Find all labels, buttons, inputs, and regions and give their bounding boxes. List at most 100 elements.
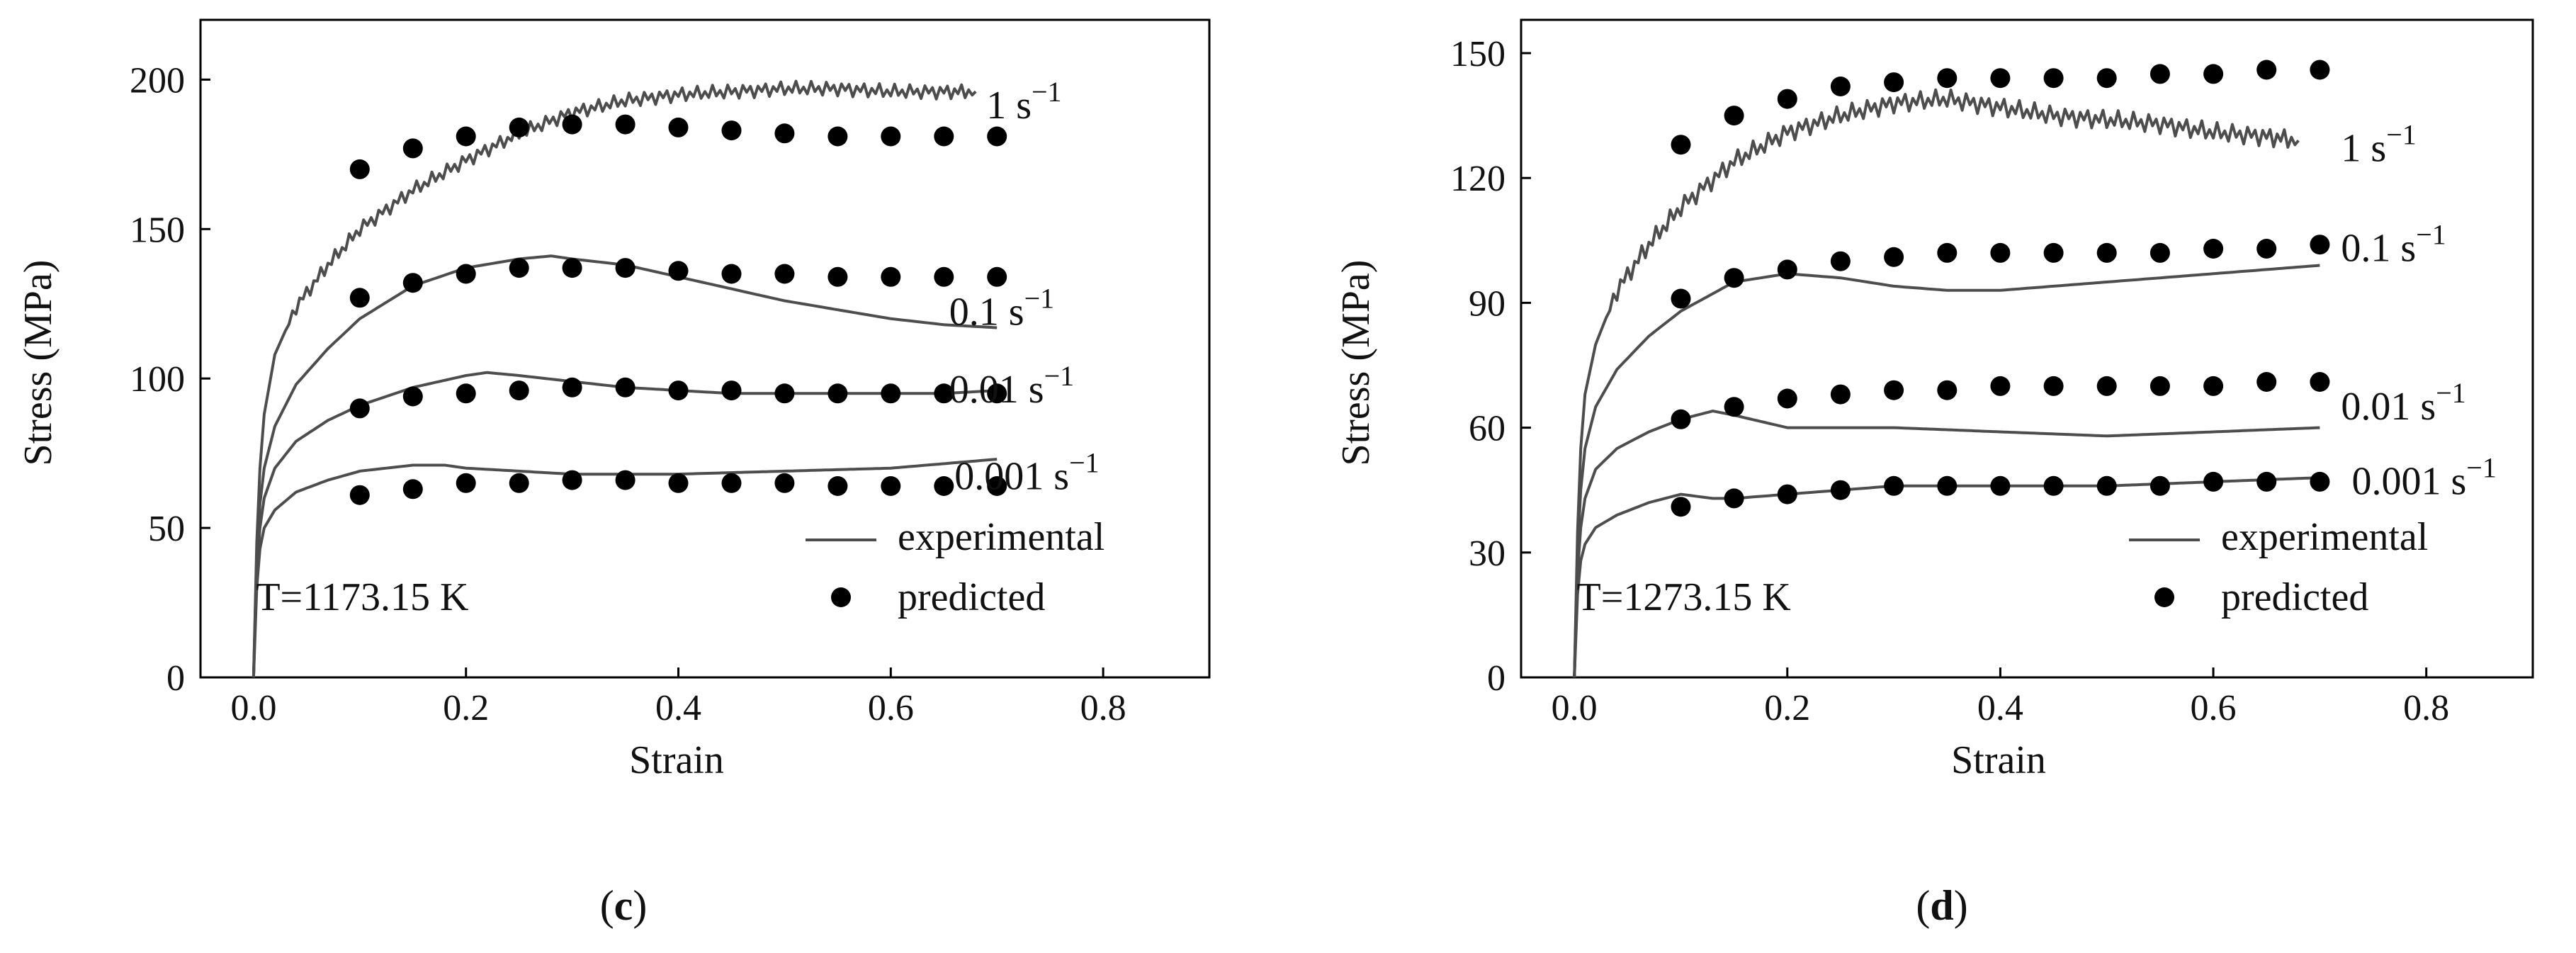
panel-c-experimental-curve-2 xyxy=(252,371,998,678)
panel-d-curve-label-3: 0.001 s−1 xyxy=(2352,452,2497,504)
panel-c-predicted-point xyxy=(668,473,689,493)
panel-c-y-tick-label: 50 xyxy=(148,509,185,549)
panel-d-predicted-point xyxy=(2310,372,2330,392)
panel-d-x-tick-label: 0.0 xyxy=(1552,688,1598,728)
panel-c-predicted-point xyxy=(349,398,370,419)
panel-d-predicted-point xyxy=(2150,64,2170,84)
panel-d-predicted-point xyxy=(2256,239,2277,259)
panel-c-legend-point-swatch xyxy=(831,587,851,607)
panel-d-predicted-point xyxy=(2310,235,2330,255)
panel-d-curve-label-0: 1 s−1 xyxy=(2341,119,2416,171)
panel-d-experimental-curve-2 xyxy=(1573,410,2320,678)
panel-c-predicted-point xyxy=(934,266,954,287)
panel-c-predicted-point xyxy=(934,476,954,496)
panel-c-x-tick-label: 0.2 xyxy=(443,688,489,728)
panel-d-chart: 0.0 0.2 0.4 0.6 0.8 0 30 60 90 120 150 Strain Stress… xyxy=(1334,18,2534,782)
panel-d-x-axis-title: Strain xyxy=(1951,738,2046,782)
panel-c-legend-predicted: predicted xyxy=(898,575,1045,619)
panel-c-predicted-point xyxy=(827,476,848,496)
panel-c-predicted-point xyxy=(615,377,635,397)
panel-c-predicted-point xyxy=(668,117,689,137)
panel-d-predicted-point xyxy=(2150,242,2170,263)
panel-d-plot-frame xyxy=(1520,18,2534,679)
panel-c-y-tick-label: 0 xyxy=(166,658,185,699)
panel-c-predicted-point xyxy=(721,120,742,141)
panel-d-predicted-point xyxy=(1777,484,1797,504)
panel-d-predicted-point xyxy=(1990,475,2011,496)
panel-d-predicted-point xyxy=(2043,68,2064,89)
panel-c-predicted-point xyxy=(774,264,795,284)
panel-c-predicted-point xyxy=(456,126,476,147)
panel-c-predicted-point xyxy=(456,473,476,493)
panel-d-caption: (d) xyxy=(1916,882,1967,929)
panel-d-predicted-point xyxy=(1830,77,1851,96)
panel-c-predicted-point xyxy=(881,383,901,404)
panel-d-predicted-point xyxy=(2096,475,2117,496)
panel-c-predicted-point xyxy=(456,264,476,284)
panel-c-predicted-point xyxy=(774,383,795,404)
panel-d-legend-point-swatch xyxy=(2154,587,2174,607)
panel-c-predicted-point xyxy=(402,138,423,159)
panel-d-predicted-point xyxy=(1830,384,1851,405)
panel-d-predicted-point xyxy=(2256,60,2277,80)
panel-c-predicted-point xyxy=(562,470,582,490)
panel-d-predicted-point xyxy=(2096,242,2117,263)
panel-c-x-axis-title: Strain xyxy=(629,738,724,782)
panel-d-x-tick-label: 0.8 xyxy=(2403,688,2449,728)
panel-c-predicted-point xyxy=(615,258,635,278)
panel-d-predicted-point xyxy=(2203,64,2224,84)
panel-d-predicted-point xyxy=(2256,471,2277,492)
panel-d-predicted-point xyxy=(1724,106,1744,126)
panel-d-predicted-point xyxy=(1937,380,1958,400)
panel-d-y-axis-title: Stress (MPa) xyxy=(1334,260,1378,466)
panel-c-y-tick-label: 100 xyxy=(130,359,185,400)
panel-c-predicted-point xyxy=(668,380,689,401)
panel-c-x-tick-label: 0.8 xyxy=(1080,688,1126,728)
panel-d-y-tick-label: 120 xyxy=(1450,159,1506,199)
panel-d-y-tick-label: 60 xyxy=(1469,409,1506,449)
panel-c-predicted-point xyxy=(827,383,848,404)
panel-d-predicted-point xyxy=(2310,60,2330,80)
panel-d-predicted-point xyxy=(2043,376,2064,396)
panel-d-predicted-point xyxy=(2203,376,2224,396)
panel-c-legend-experimental: experimental xyxy=(898,515,1105,559)
panel-d-predicted-point xyxy=(1671,288,1691,309)
panel-c-predicted-point xyxy=(562,258,582,278)
panel-d-predicted-point xyxy=(1724,268,1744,288)
panel-c-predicted-point xyxy=(827,266,848,287)
panel-d-predicted-point xyxy=(1884,475,1904,496)
panel-d-predicted-point xyxy=(2043,242,2064,263)
panel-c-legend: experimental predicted xyxy=(806,515,1105,619)
panel-d-predicted-point xyxy=(1830,251,1851,271)
panel-c-predicted-point xyxy=(509,117,529,137)
panel-c-predicted-point xyxy=(721,380,742,401)
panel-c-chart: 0.0 0.2 0.4 0.6 0.8 0 50 100 150 200 Strain Stress … xyxy=(16,18,1211,782)
panel-d-temperature-label: T=1273.15 K xyxy=(1577,575,1791,619)
panel-c-predicted-point xyxy=(721,264,742,284)
panel-c-predicted-point xyxy=(562,377,582,397)
panel-d-predicted-point xyxy=(1671,497,1691,517)
panel-c-y-tick-label: 150 xyxy=(130,210,185,250)
panel-d-predicted-point xyxy=(1724,397,1744,417)
panel-d-predicted-point xyxy=(1990,376,2011,396)
panel-c-y-tick-label: 200 xyxy=(130,60,185,101)
panel-d-y-tick-label: 30 xyxy=(1469,534,1506,574)
panel-c-plot-frame xyxy=(199,18,1211,679)
panel-c-predicted-point xyxy=(987,266,1007,287)
panel-c-x-tick-label: 0.4 xyxy=(655,688,701,728)
panel-c-predicted-point xyxy=(402,479,423,500)
panel-d-experimental-curve-1 xyxy=(1573,264,2320,678)
panel-d-predicted-point xyxy=(1777,89,1797,109)
panel-c-predicted-point xyxy=(509,258,529,278)
panel-d-y-tick-label: 0 xyxy=(1487,658,1506,699)
panel-c-predicted-point xyxy=(881,476,901,496)
panel-c-predicted-point xyxy=(562,114,582,135)
panel-c-predicted-point xyxy=(349,159,370,179)
panel-d-predicted-point xyxy=(2203,471,2224,492)
panel-d-predicted-point xyxy=(1777,388,1797,409)
panel-d-predicted-point xyxy=(1777,259,1797,280)
panel-d-predicted-point xyxy=(2150,376,2170,396)
panel-c-predicted-point xyxy=(402,386,423,407)
panel-d-legend-experimental: experimental xyxy=(2221,515,2428,559)
